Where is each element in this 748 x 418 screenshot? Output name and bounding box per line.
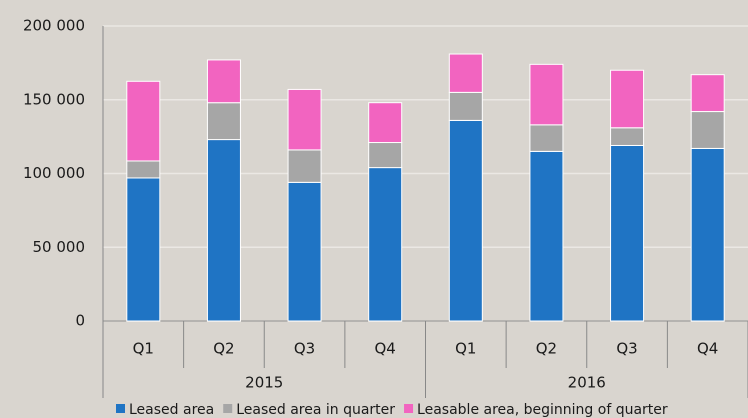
bar-segment	[448, 91, 483, 121]
bar-segment	[610, 127, 645, 146]
x-tick-label: Q4	[375, 340, 396, 358]
x-tick-label: Q4	[697, 340, 718, 358]
legend-label: Leasable area, beginning of quarter	[417, 402, 668, 418]
bar-segment	[126, 177, 161, 322]
x-tick-label: Q2	[213, 340, 234, 358]
x-tick-label: Q3	[294, 340, 315, 358]
bar-segment	[448, 53, 483, 93]
x-tick-label: Q3	[616, 340, 637, 358]
bar-segment	[368, 142, 403, 169]
bar-segment	[529, 63, 564, 126]
bar-segment	[610, 69, 645, 129]
y-tick-label: 0	[75, 312, 85, 330]
y-tick-label: 150 000	[23, 90, 85, 108]
legend-swatch	[223, 404, 233, 413]
bar-segment	[126, 80, 161, 162]
x-tick-label: Q2	[536, 340, 557, 358]
bar-segment	[529, 150, 564, 322]
bar-segment	[368, 167, 403, 322]
bar-segment	[206, 59, 241, 104]
legend-swatch	[404, 404, 414, 413]
bar-segment	[126, 160, 161, 179]
bar-segment	[287, 181, 322, 322]
bar-segment	[529, 124, 564, 152]
legend-swatch	[116, 404, 125, 413]
y-tick-label: 200 000	[23, 17, 85, 35]
bar-segment	[690, 74, 725, 113]
x-tick-label: Q1	[455, 340, 476, 358]
bar-segment	[368, 102, 403, 144]
bar-segment	[690, 147, 725, 322]
bar-segment	[287, 88, 322, 151]
bar-segment	[206, 102, 241, 141]
y-tick-label: 50 000	[33, 238, 86, 256]
bar-segment	[690, 111, 725, 149]
bar-segment	[287, 149, 322, 183]
x-tick-label: Q1	[133, 340, 154, 358]
group-label: 2015	[245, 374, 283, 392]
legend-label: Leased area	[129, 402, 214, 418]
legend-label: Leased area in quarter	[236, 402, 395, 418]
group-label: 2016	[568, 374, 606, 392]
y-tick-label: 100 000	[23, 164, 85, 182]
bar-segment	[610, 144, 645, 322]
bar-segment	[206, 139, 241, 322]
bar-segment	[448, 119, 483, 322]
